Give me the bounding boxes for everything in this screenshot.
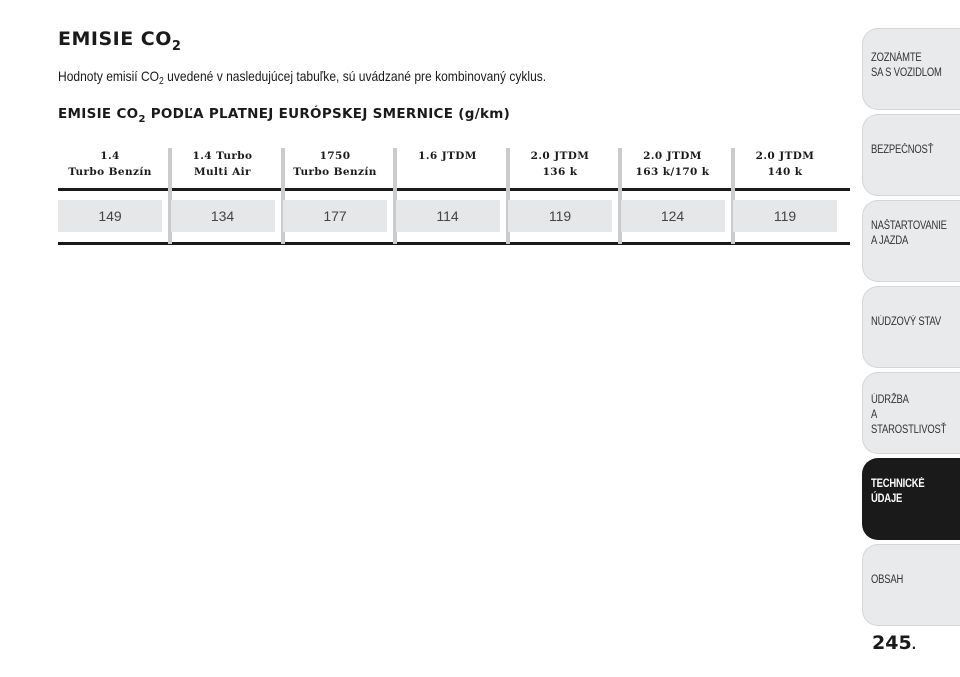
column-separator [168, 148, 172, 244]
column-header-line2: 163 k/170 k [635, 166, 710, 178]
column-separator [505, 148, 510, 244]
column-header: 2.0 JTDM 140 k [733, 148, 837, 180]
intro-paragraph: Hodnoty emisií CO2 uvedené v nasledujúce… [58, 68, 546, 87]
emission-value-cell: 149 [58, 200, 162, 232]
chapter-tab[interactable]: OBSAH [862, 544, 960, 626]
emission-value-cell: 114 [395, 200, 500, 232]
intro-text-before: Hodnoty emisií CO [58, 68, 160, 84]
column-header: 1750 Turbo Benzín [283, 148, 387, 180]
column-separator [618, 148, 622, 244]
chapter-tab-label: NAŠTARTOVANIE A JAZDA [871, 220, 947, 247]
column-header: 1.4 Turbo Benzín [58, 148, 162, 180]
column-header: 2.0 JTDM 136 k [508, 148, 612, 180]
emission-value-cell: 124 [620, 200, 725, 232]
emission-value-cell: 134 [170, 200, 275, 232]
column-header-line2: Turbo Benzín [68, 166, 152, 178]
column-header: 1.6 JTDM [396, 148, 500, 164]
heading-text-after: PODĽA PLATNEJ EURÓPSKEJ SMERNICE (g/km) [145, 106, 511, 122]
table-bottom-rule [58, 242, 850, 245]
title-subscript: 2 [171, 39, 182, 54]
title-text: EMISIE CO [58, 28, 172, 50]
chapter-tab[interactable]: NÚDZOVÝ STAV [862, 286, 960, 368]
column-header-line2: Turbo Benzín [293, 166, 377, 178]
page-number: 245. [872, 632, 916, 654]
column-header-line2: 136 k [542, 166, 578, 178]
column-separator [280, 148, 285, 244]
heading-subscript: 2 [138, 114, 146, 125]
emission-value-cell: 119 [733, 200, 837, 232]
column-separator [393, 148, 397, 244]
chapter-tab[interactable]: BEZPEČNOSŤ [862, 114, 960, 196]
chapter-tab-label: BEZPEČNOSŤ [871, 144, 934, 156]
intro-text-after: uvedené v nasledujúcej tabuľke, sú uvádz… [163, 68, 547, 84]
chapter-tab[interactable]: NAŠTARTOVANIE A JAZDA [862, 200, 960, 282]
column-header-line2: Multi Air [193, 166, 251, 178]
chapter-tab[interactable]: ZOZNÁMTE SA S VOZIDLOM [862, 28, 960, 110]
intro-subscript: 2 [159, 76, 164, 87]
column-header-line1: 2.0 JTDM [755, 150, 815, 162]
emission-value-cell: 177 [283, 200, 387, 232]
emission-value-cell: 119 [508, 200, 612, 232]
page-number-dot: . [911, 638, 917, 652]
column-header-line1: 1.4 Turbo [192, 150, 253, 162]
heading-text-before: EMISIE CO [58, 106, 139, 122]
column-separator [730, 148, 735, 244]
chapter-tab-label: NÚDZOVÝ STAV [871, 316, 941, 328]
column-header-line1: 1.4 [100, 150, 120, 162]
page-title: EMISIE CO2 [58, 28, 181, 54]
table-header-rule [58, 188, 850, 191]
column-header: 2.0 JTDM 163 k/170 k [621, 148, 725, 180]
column-header-line1: 1750 [319, 150, 351, 162]
chapter-tab[interactable]: TECHNICKÉ ÚDAJE [862, 458, 960, 540]
page-number-text: 245 [872, 632, 912, 654]
column-header-line2: 140 k [767, 166, 803, 178]
column-header-line1: 2.0 JTDM [643, 150, 702, 162]
chapter-tab-label: OBSAH [871, 574, 904, 586]
chapter-tab-label: ZOZNÁMTE SA S VOZIDLOM [871, 52, 942, 79]
column-header-line1: 1.6 JTDM [418, 150, 477, 162]
chapter-tab-label: ÚDRŽBA A STAROSTLIVOSŤ [871, 394, 947, 436]
column-header-line1: 2.0 JTDM [530, 150, 590, 162]
column-header: 1.4 Turbo Multi Air [171, 148, 275, 180]
chapter-tab-label: TECHNICKÉ ÚDAJE [871, 478, 925, 505]
chapter-tab[interactable]: ÚDRŽBA A STAROSTLIVOSŤ [862, 372, 960, 454]
emissions-table: 1.4 Turbo Benzín 149 1.4 Turbo Multi Air 134 1… [58, 148, 850, 248]
section-heading: EMISIE CO2 PODĽA PLATNEJ EURÓPSKEJ SMERN… [58, 106, 510, 125]
